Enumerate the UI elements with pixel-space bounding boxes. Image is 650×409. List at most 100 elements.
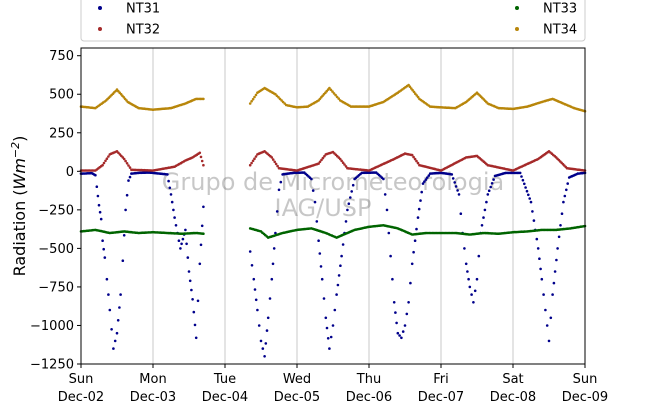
point-nt31-105 [271,262,275,266]
point-nt31-237 [467,277,470,281]
point-nt31-198 [412,250,415,254]
point-nt31-187 [394,311,397,314]
point-nt31-251 [489,185,493,189]
point-nt31-73 [181,237,185,241]
point-nt31-102 [266,316,270,320]
x-tick-day-4: Thu [356,372,381,387]
point-nt34-147 [335,95,339,99]
point-nt31-14 [97,203,101,207]
point-nt31-234 [463,247,466,250]
point-nt32-138 [323,154,326,158]
legend-items: NT31 NT32 NT33 NT34 [98,2,577,38]
point-nt32-201 [413,157,417,161]
point-nt31-276 [524,186,527,189]
x-axis-ticks: Sun Dec-02 Mon Dec-03 Tue Dec-04 Wed Dec-05 Thu D… [58,364,608,405]
point-nt31-194 [405,312,409,316]
point-nt34-197 [408,85,412,88]
point-nt31-32 [124,208,127,212]
point-nt31-23 [110,328,113,331]
point-nt31-242 [475,277,479,281]
x-tick-date-3: Dec-05 [274,390,320,405]
point-nt32-16 [102,161,106,165]
point-nt31-252 [490,182,494,185]
point-nt31-78 [187,270,191,273]
point-nt31-136 [318,252,322,255]
point-nt31-245 [480,224,484,227]
point-nt31-98 [261,347,265,350]
point-nt31-86 [198,262,202,266]
legend-frame [80,0,586,42]
data-series [79,83,587,358]
point-nt34-92 [254,93,258,97]
point-nt31-133 [313,200,317,204]
point-nt31-253 [492,178,495,181]
point-nt34-87 [202,97,205,101]
point-nt32-84 [200,159,204,163]
y-tick-label-4: −250 [38,203,74,218]
point-nt31-137 [319,265,323,268]
point-nt32-102 [271,158,275,161]
point-nt31-31 [122,234,126,237]
point-nt32-134 [317,162,320,165]
point-nt31-142 [326,337,330,340]
point-nt31-148 [336,283,340,287]
y-tick-label-3: −500 [38,242,74,257]
point-nt31-146 [333,308,337,312]
point-nt31-92 [252,277,256,281]
point-nt31-101 [265,329,269,332]
point-nt31-71 [179,247,182,250]
point-nt31-150 [339,264,342,268]
series-nt34 [79,83,587,113]
point-nt31-19 [103,256,107,259]
point-nt31-88 [200,224,204,228]
point-nt31-230 [456,189,459,192]
point-nt32-150 [340,159,343,163]
point-nt31-13 [96,194,100,198]
point-nt31-95 [256,308,259,312]
point-nt31-91 [250,264,254,267]
point-nt31-277 [525,189,529,193]
point-nt31-182 [385,208,389,212]
point-nt31-191 [400,336,403,340]
point-nt31-204 [420,190,424,194]
point-nt31-238 [468,285,472,289]
point-nt31-226 [450,173,454,176]
point-nt31-291 [545,324,549,327]
point-nt32-136 [320,158,323,162]
point-nt31-280 [529,200,533,204]
point-nt31-15 [98,210,102,214]
point-nt31-209 [427,174,431,177]
point-nt31-232 [459,212,463,215]
y-tick-label-8: 750 [49,49,74,64]
x-tick-date-4: Dec-06 [346,390,392,405]
legend-item-nt31: NT31 [98,2,160,17]
point-nt31-26 [115,331,119,335]
point-nt31-35 [128,175,132,179]
point-nt31-205 [421,182,425,185]
point-nt31-24 [112,347,115,350]
point-nt31-303 [563,194,567,198]
legend-item-nt32: NT32 [98,23,160,38]
point-nt31-197 [410,262,414,266]
point-nt32-34 [128,166,132,169]
point-nt31-286 [538,257,541,261]
x-tick-day-0: Sun [69,372,94,387]
point-nt31-85 [196,299,200,303]
point-nt32-104 [274,162,278,166]
point-nt32-89 [253,157,256,160]
point-nt31-12 [95,185,99,188]
point-nt31-20 [105,277,109,281]
point-nt31-200 [415,227,418,231]
point-nt31-206 [423,180,426,183]
point-nt31-33 [125,193,129,197]
point-nt32-103 [273,160,277,164]
point-nt31-72 [180,242,183,246]
point-nt31-305 [566,182,569,185]
grid-lines [152,48,514,364]
point-nt31-21 [107,293,110,296]
point-nt31-248 [485,200,488,204]
point-nt31-149 [337,274,341,277]
y-tick-label-1: −1000 [30,319,74,334]
point-nt32-82 [198,151,202,155]
point-nt34-144 [331,90,334,93]
